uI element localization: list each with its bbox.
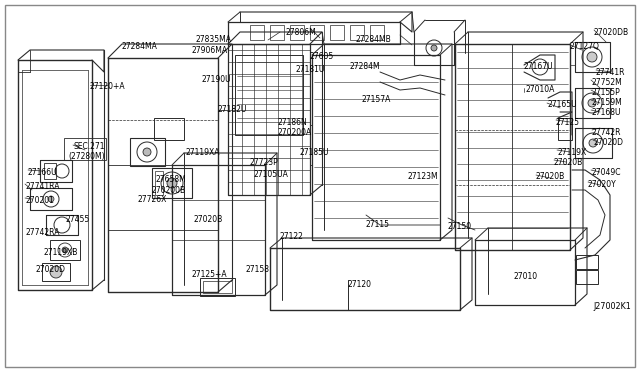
Text: 27150: 27150 (448, 222, 472, 231)
Bar (200, 278, 235, 296)
Circle shape (62, 247, 68, 253)
Text: 27741R: 27741R (596, 68, 625, 77)
Bar (203, 281, 232, 293)
Text: 27125: 27125 (556, 118, 580, 127)
Bar (290, 25, 304, 40)
Text: (27280M): (27280M) (68, 152, 104, 161)
Text: 27020DB: 27020DB (593, 28, 628, 37)
Text: 27723P: 27723P (249, 158, 278, 167)
Text: 27125+A: 27125+A (192, 270, 228, 279)
Text: 27186N: 27186N (277, 118, 307, 127)
Text: 27181U: 27181U (296, 65, 325, 74)
Bar (44, 163, 56, 179)
Circle shape (589, 139, 597, 147)
Bar (152, 168, 192, 198)
Text: 27167U: 27167U (524, 62, 554, 71)
Bar (576, 255, 598, 269)
Text: 27835MA: 27835MA (195, 35, 231, 44)
Text: 27105UA: 27105UA (254, 170, 289, 179)
Bar (350, 25, 364, 40)
Text: J27002K1: J27002K1 (593, 302, 631, 311)
Circle shape (143, 148, 151, 156)
Circle shape (587, 52, 597, 62)
Text: 27155P: 27155P (592, 88, 621, 97)
Text: 27742RA: 27742RA (25, 228, 60, 237)
Bar (155, 171, 163, 195)
Text: 27284MB: 27284MB (356, 35, 392, 44)
Text: 27726X: 27726X (137, 195, 166, 204)
Bar (154, 118, 184, 140)
Text: 270200B: 270200B (152, 186, 186, 195)
Bar (576, 270, 598, 284)
Text: 27742R: 27742R (592, 128, 621, 137)
Text: 27741RA: 27741RA (25, 182, 60, 191)
Circle shape (50, 266, 62, 278)
Text: 27284MA: 27284MA (121, 42, 157, 51)
Text: 27119X: 27119X (557, 148, 586, 157)
Bar (50, 240, 80, 260)
Circle shape (431, 45, 437, 51)
Bar (250, 25, 264, 40)
Text: 27165U: 27165U (547, 100, 577, 109)
Text: 27605: 27605 (310, 52, 334, 61)
Text: 27122: 27122 (279, 232, 303, 241)
Bar (558, 118, 572, 140)
Text: 27190U: 27190U (202, 75, 232, 84)
Text: 27119XA: 27119XA (186, 148, 221, 157)
Text: 27123M: 27123M (408, 172, 438, 181)
Text: 27166U: 27166U (28, 168, 58, 177)
Bar (235, 55, 303, 135)
Bar (130, 138, 165, 166)
Circle shape (167, 178, 177, 188)
Text: 27020D: 27020D (35, 265, 65, 274)
Text: 27119XB: 27119XB (44, 248, 78, 257)
Bar (330, 25, 344, 40)
Text: 27658M: 27658M (156, 175, 187, 184)
Text: 27284M: 27284M (350, 62, 381, 71)
Text: 27185U: 27185U (299, 148, 328, 157)
Text: 27120: 27120 (347, 280, 371, 289)
Bar (64, 138, 106, 160)
Text: 27049C: 27049C (591, 168, 621, 177)
Bar (370, 25, 384, 40)
Text: 27010: 27010 (513, 272, 537, 281)
Bar (270, 25, 284, 40)
Text: 27120+A: 27120+A (90, 82, 125, 91)
Text: 27455: 27455 (65, 215, 89, 224)
Text: SEC.271: SEC.271 (73, 142, 104, 151)
Text: 27752M: 27752M (591, 78, 621, 87)
Text: 27158: 27158 (245, 265, 269, 274)
Bar (42, 263, 70, 281)
Text: 27906MA: 27906MA (192, 46, 228, 55)
Text: 27157A: 27157A (362, 95, 392, 104)
Text: 27182U: 27182U (218, 105, 248, 114)
Text: 27127Q: 27127Q (570, 42, 600, 51)
Text: 27806M: 27806M (286, 28, 317, 37)
Circle shape (48, 196, 54, 202)
Text: 27020B: 27020B (536, 172, 565, 181)
Bar (310, 25, 324, 40)
Text: 270200A: 270200A (277, 128, 311, 137)
Text: 27020Y: 27020Y (588, 180, 617, 189)
Circle shape (588, 99, 596, 107)
Text: 27115: 27115 (366, 220, 390, 229)
Text: 27020B: 27020B (554, 158, 583, 167)
Text: 27020D: 27020D (593, 138, 623, 147)
Text: 27168U: 27168U (591, 108, 621, 117)
Text: 27010A: 27010A (526, 85, 556, 94)
Text: 270201: 270201 (25, 196, 54, 205)
Text: 27159M: 27159M (591, 98, 621, 107)
Text: 27020B: 27020B (194, 215, 223, 224)
